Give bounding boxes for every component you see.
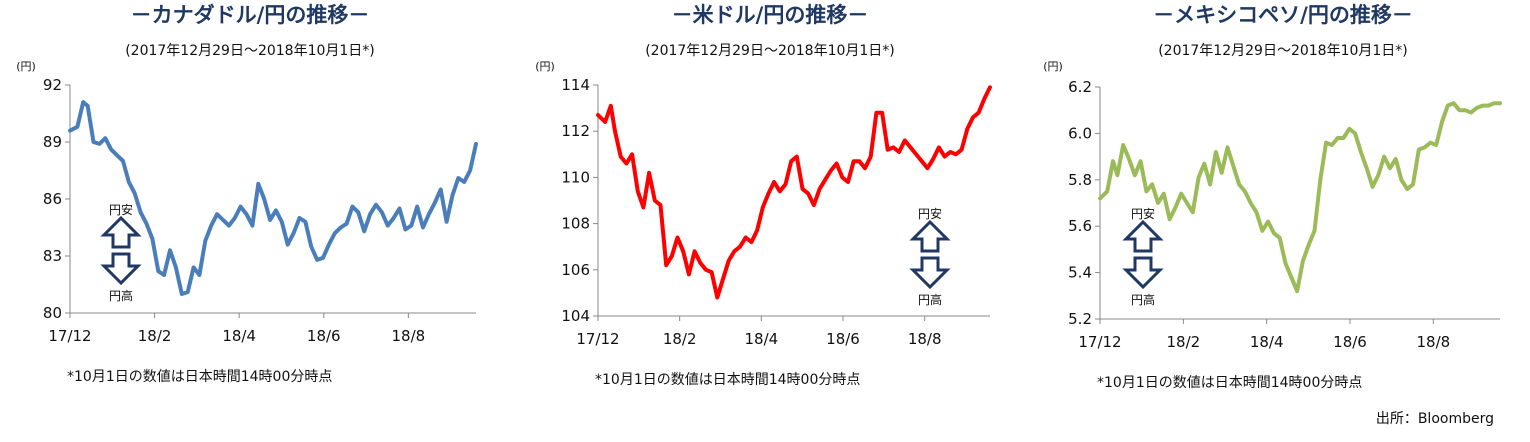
y-tick-label: 6.0: [1068, 124, 1092, 142]
x-tick-label: 18/6: [826, 330, 860, 348]
yen-strong-label: 円高: [918, 292, 942, 307]
y-axis-unit: (円): [1043, 60, 1063, 73]
x-tick-label: 17/12: [48, 327, 91, 345]
chart-period: (2017年12月29日～2018年10月1日*): [645, 43, 895, 59]
y-tick-label: 5.4: [1068, 264, 1092, 282]
x-tick-label: 18/2: [663, 330, 697, 348]
x-tick-label: 18/8: [391, 327, 425, 345]
x-tick-label: 18/4: [222, 327, 256, 345]
chart-footnote: *10月1日の数値は日本時間14時00分時点: [595, 372, 860, 388]
x-tick-label: 18/2: [1166, 333, 1200, 351]
yen-weak-label: 円安: [918, 206, 942, 221]
y-tick-label: 83: [43, 247, 62, 265]
y-tick-label: 104: [561, 307, 590, 325]
x-tick-label: 17/12: [1078, 333, 1121, 351]
yen-weak-label: 円安: [109, 202, 133, 217]
yen-strong-label: 円高: [109, 288, 133, 303]
x-tick-label: 18/6: [1333, 333, 1367, 351]
arrow-down-icon: [909, 256, 951, 290]
series-line: [68, 100, 478, 296]
chart-title: －米ドル/円の推移－: [672, 3, 869, 27]
y-tick-label: 110: [561, 168, 590, 186]
y-tick-label: 6.2: [1068, 78, 1092, 96]
y-tick-label: 86: [43, 190, 62, 208]
y-axis-unit: (円): [535, 60, 555, 73]
arrow-down-icon: [1122, 256, 1164, 290]
chart-period: (2017年12月29日～2018年10月1日*): [125, 43, 375, 59]
y-tick-label: 108: [561, 215, 590, 233]
arrow-down-icon: [100, 252, 142, 286]
x-tick-label: 18/4: [744, 330, 778, 348]
x-tick-label: 18/8: [908, 330, 942, 348]
arrow-up-icon: [1122, 219, 1164, 253]
x-tick-label: 18/8: [1416, 333, 1450, 351]
y-tick-label: 89: [43, 133, 62, 151]
chart-footnote: *10月1日の数値は日本時間14時00分時点: [67, 369, 332, 385]
x-tick-label: 17/12: [576, 330, 619, 348]
chart-period: (2017年12月29日～2018年10月1日*): [1158, 43, 1408, 59]
y-tick-label: 92: [43, 76, 62, 94]
yen-strong-label: 円高: [1131, 292, 1155, 307]
y-tick-label: 5.2: [1068, 310, 1092, 328]
arrow-up-icon: [100, 215, 142, 249]
y-tick-label: 114: [561, 76, 590, 94]
x-tick-label: 18/6: [307, 327, 341, 345]
arrow-up-icon: [909, 219, 951, 253]
y-axis-unit: (円): [16, 60, 36, 73]
chart-footnote: *10月1日の数値は日本時間14時00分時点: [1097, 375, 1362, 391]
y-tick-label: 80: [43, 304, 62, 322]
y-tick-label: 112: [561, 122, 590, 140]
chart-title: －カナダドル/円の推移－: [131, 3, 370, 27]
y-tick-label: 106: [561, 261, 590, 279]
y-tick-label: 5.6: [1068, 217, 1092, 235]
series-line: [596, 85, 992, 300]
x-tick-label: 18/2: [138, 327, 172, 345]
y-tick-label: 5.8: [1068, 171, 1092, 189]
series-line: [1098, 101, 1502, 294]
chart-title: －メキシコペソ/円の推移－: [1153, 3, 1413, 27]
yen-weak-label: 円安: [1131, 206, 1155, 221]
source-label: 出所：Bloomberg: [1376, 411, 1494, 427]
x-tick-label: 18/4: [1250, 333, 1284, 351]
